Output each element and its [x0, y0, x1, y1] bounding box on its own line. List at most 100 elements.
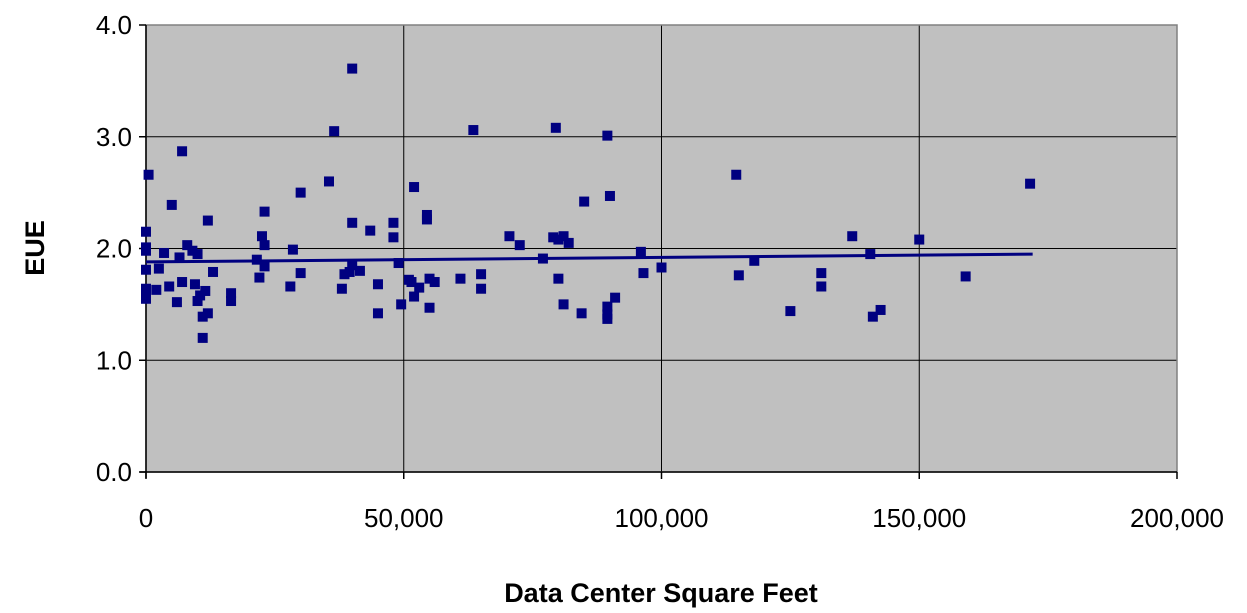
data-point	[141, 264, 151, 275]
data-point	[610, 292, 621, 303]
data-point	[393, 258, 404, 269]
data-point	[256, 231, 267, 242]
data-point	[197, 311, 208, 322]
data-point	[548, 232, 559, 243]
y-tick-label: 0.0	[96, 457, 132, 487]
data-point	[259, 261, 270, 272]
data-point	[563, 237, 574, 248]
data-point	[151, 284, 162, 295]
data-point	[388, 232, 399, 243]
data-point	[656, 262, 667, 273]
data-point	[200, 285, 211, 296]
data-point	[635, 246, 646, 257]
data-point	[602, 130, 613, 141]
data-point	[287, 244, 298, 255]
data-point	[141, 283, 151, 294]
data-point	[197, 332, 208, 343]
data-point	[329, 126, 340, 137]
data-point	[339, 269, 350, 280]
data-point	[347, 260, 358, 271]
data-point	[226, 296, 237, 307]
x-tick-label: 200,000	[1130, 503, 1224, 533]
data-point	[550, 122, 561, 133]
data-point	[171, 297, 182, 308]
data-point	[424, 273, 435, 284]
data-point	[189, 279, 200, 290]
data-point	[259, 240, 270, 251]
data-point	[208, 266, 219, 277]
y-tick-label: 1.0	[96, 345, 132, 375]
data-point	[476, 269, 487, 280]
data-point	[867, 311, 878, 322]
data-point	[476, 283, 487, 294]
data-point	[409, 182, 420, 193]
data-points	[141, 63, 1036, 343]
data-point	[816, 281, 827, 292]
data-point	[847, 231, 858, 242]
data-point	[295, 187, 306, 198]
data-point	[414, 282, 425, 293]
x-axis-title: Data Center Square Feet	[504, 578, 818, 608]
data-point	[177, 146, 188, 157]
data-point	[324, 176, 335, 187]
data-point	[553, 273, 564, 284]
data-point	[202, 308, 213, 319]
data-point	[914, 234, 925, 245]
data-point	[816, 268, 827, 279]
data-point	[429, 277, 440, 288]
data-point	[604, 190, 615, 201]
data-point	[192, 296, 203, 307]
y-axis-title: EUE	[20, 220, 50, 276]
data-point	[365, 225, 376, 236]
data-point	[259, 206, 270, 217]
data-point	[226, 288, 237, 299]
data-point	[141, 293, 151, 304]
data-point	[638, 268, 649, 279]
data-point	[558, 299, 569, 310]
trendline-group	[145, 252, 1033, 264]
data-point	[166, 199, 177, 210]
data-point	[344, 266, 355, 277]
data-point	[202, 215, 213, 226]
trendline	[145, 252, 1033, 264]
data-point	[602, 313, 613, 324]
x-tick-labels: 0 50,000 100,000 150,000 200,000	[139, 503, 1224, 533]
data-point	[295, 268, 306, 279]
data-point	[1025, 178, 1036, 189]
data-point	[409, 291, 420, 302]
data-point	[192, 249, 203, 260]
data-point	[141, 226, 151, 237]
data-point	[182, 240, 193, 251]
data-point	[187, 245, 198, 256]
data-point	[159, 247, 170, 258]
data-point	[388, 217, 399, 228]
data-point	[579, 196, 590, 207]
data-point	[731, 169, 742, 180]
x-tick-label: 150,000	[872, 503, 966, 533]
data-point	[174, 252, 185, 263]
data-point	[285, 281, 296, 292]
data-point	[785, 306, 796, 317]
y-tick-labels: 0.0 1.0 2.0 3.0 4.0	[96, 10, 132, 487]
data-point	[164, 281, 175, 292]
x-tick-label: 100,000	[615, 503, 709, 533]
data-point	[254, 272, 265, 283]
data-point	[733, 270, 744, 281]
data-point	[514, 240, 525, 251]
data-point	[153, 263, 164, 274]
data-point	[960, 271, 971, 282]
data-point	[558, 231, 569, 242]
data-point	[455, 273, 466, 284]
data-point	[336, 283, 347, 294]
data-point	[372, 279, 383, 290]
data-point	[195, 290, 206, 301]
data-point	[468, 125, 479, 136]
data-point	[372, 308, 383, 319]
data-point	[424, 302, 435, 313]
x-tick-label: 50,000	[364, 503, 444, 533]
data-point	[406, 277, 417, 288]
y-tick-label: 4.0	[96, 10, 132, 40]
data-point	[875, 304, 886, 315]
data-point	[177, 277, 188, 288]
data-point	[396, 299, 407, 310]
